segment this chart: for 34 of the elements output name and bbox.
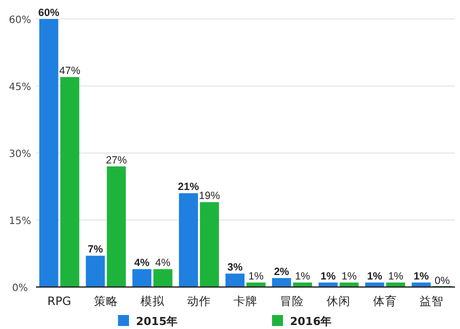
data-label: 27% [106,154,127,166]
data-label: 1% [320,270,336,283]
data-label: 1% [414,270,430,283]
data-label: 7% [88,244,104,256]
data-label: 1% [367,270,383,283]
y-tick-label: 15% [8,216,32,227]
data-label: 4% [155,257,170,270]
data-label: 1% [388,270,404,283]
x-tick-label: 模拟 [140,294,166,308]
y-tick-label: 60% [8,15,32,26]
data-label: 1% [342,270,357,283]
x-tick-label: 休闲 [326,294,351,308]
data-label: 60% [38,7,60,19]
y-tick-label: 0% [12,283,28,294]
data-label: 47% [59,65,80,78]
x-tick-label: RPG [47,294,72,308]
data-label: 3% [227,262,244,274]
y-tick-label: 45% [8,82,32,93]
data-label: 0% [434,275,450,287]
y-tick-label: 30% [8,149,32,160]
x-tick-label: 冒险 [280,294,304,308]
data-label: 21% [178,181,200,194]
data-label: 4% [134,257,150,270]
x-tick-label: 卡牌 [234,294,258,308]
x-tick-label: 动作 [186,294,211,308]
x-tick-label: 益智 [420,294,444,308]
data-label: 1% [248,270,264,283]
x-tick-label: 策略 [94,294,118,308]
data-label: 19% [198,190,220,202]
x-tick-label: 体育 [373,294,398,308]
legend-label: 2016年 [290,315,332,328]
data-label: 2% [274,266,290,278]
legend-label: 2015年 [136,315,178,328]
data-label: 1% [294,270,310,283]
